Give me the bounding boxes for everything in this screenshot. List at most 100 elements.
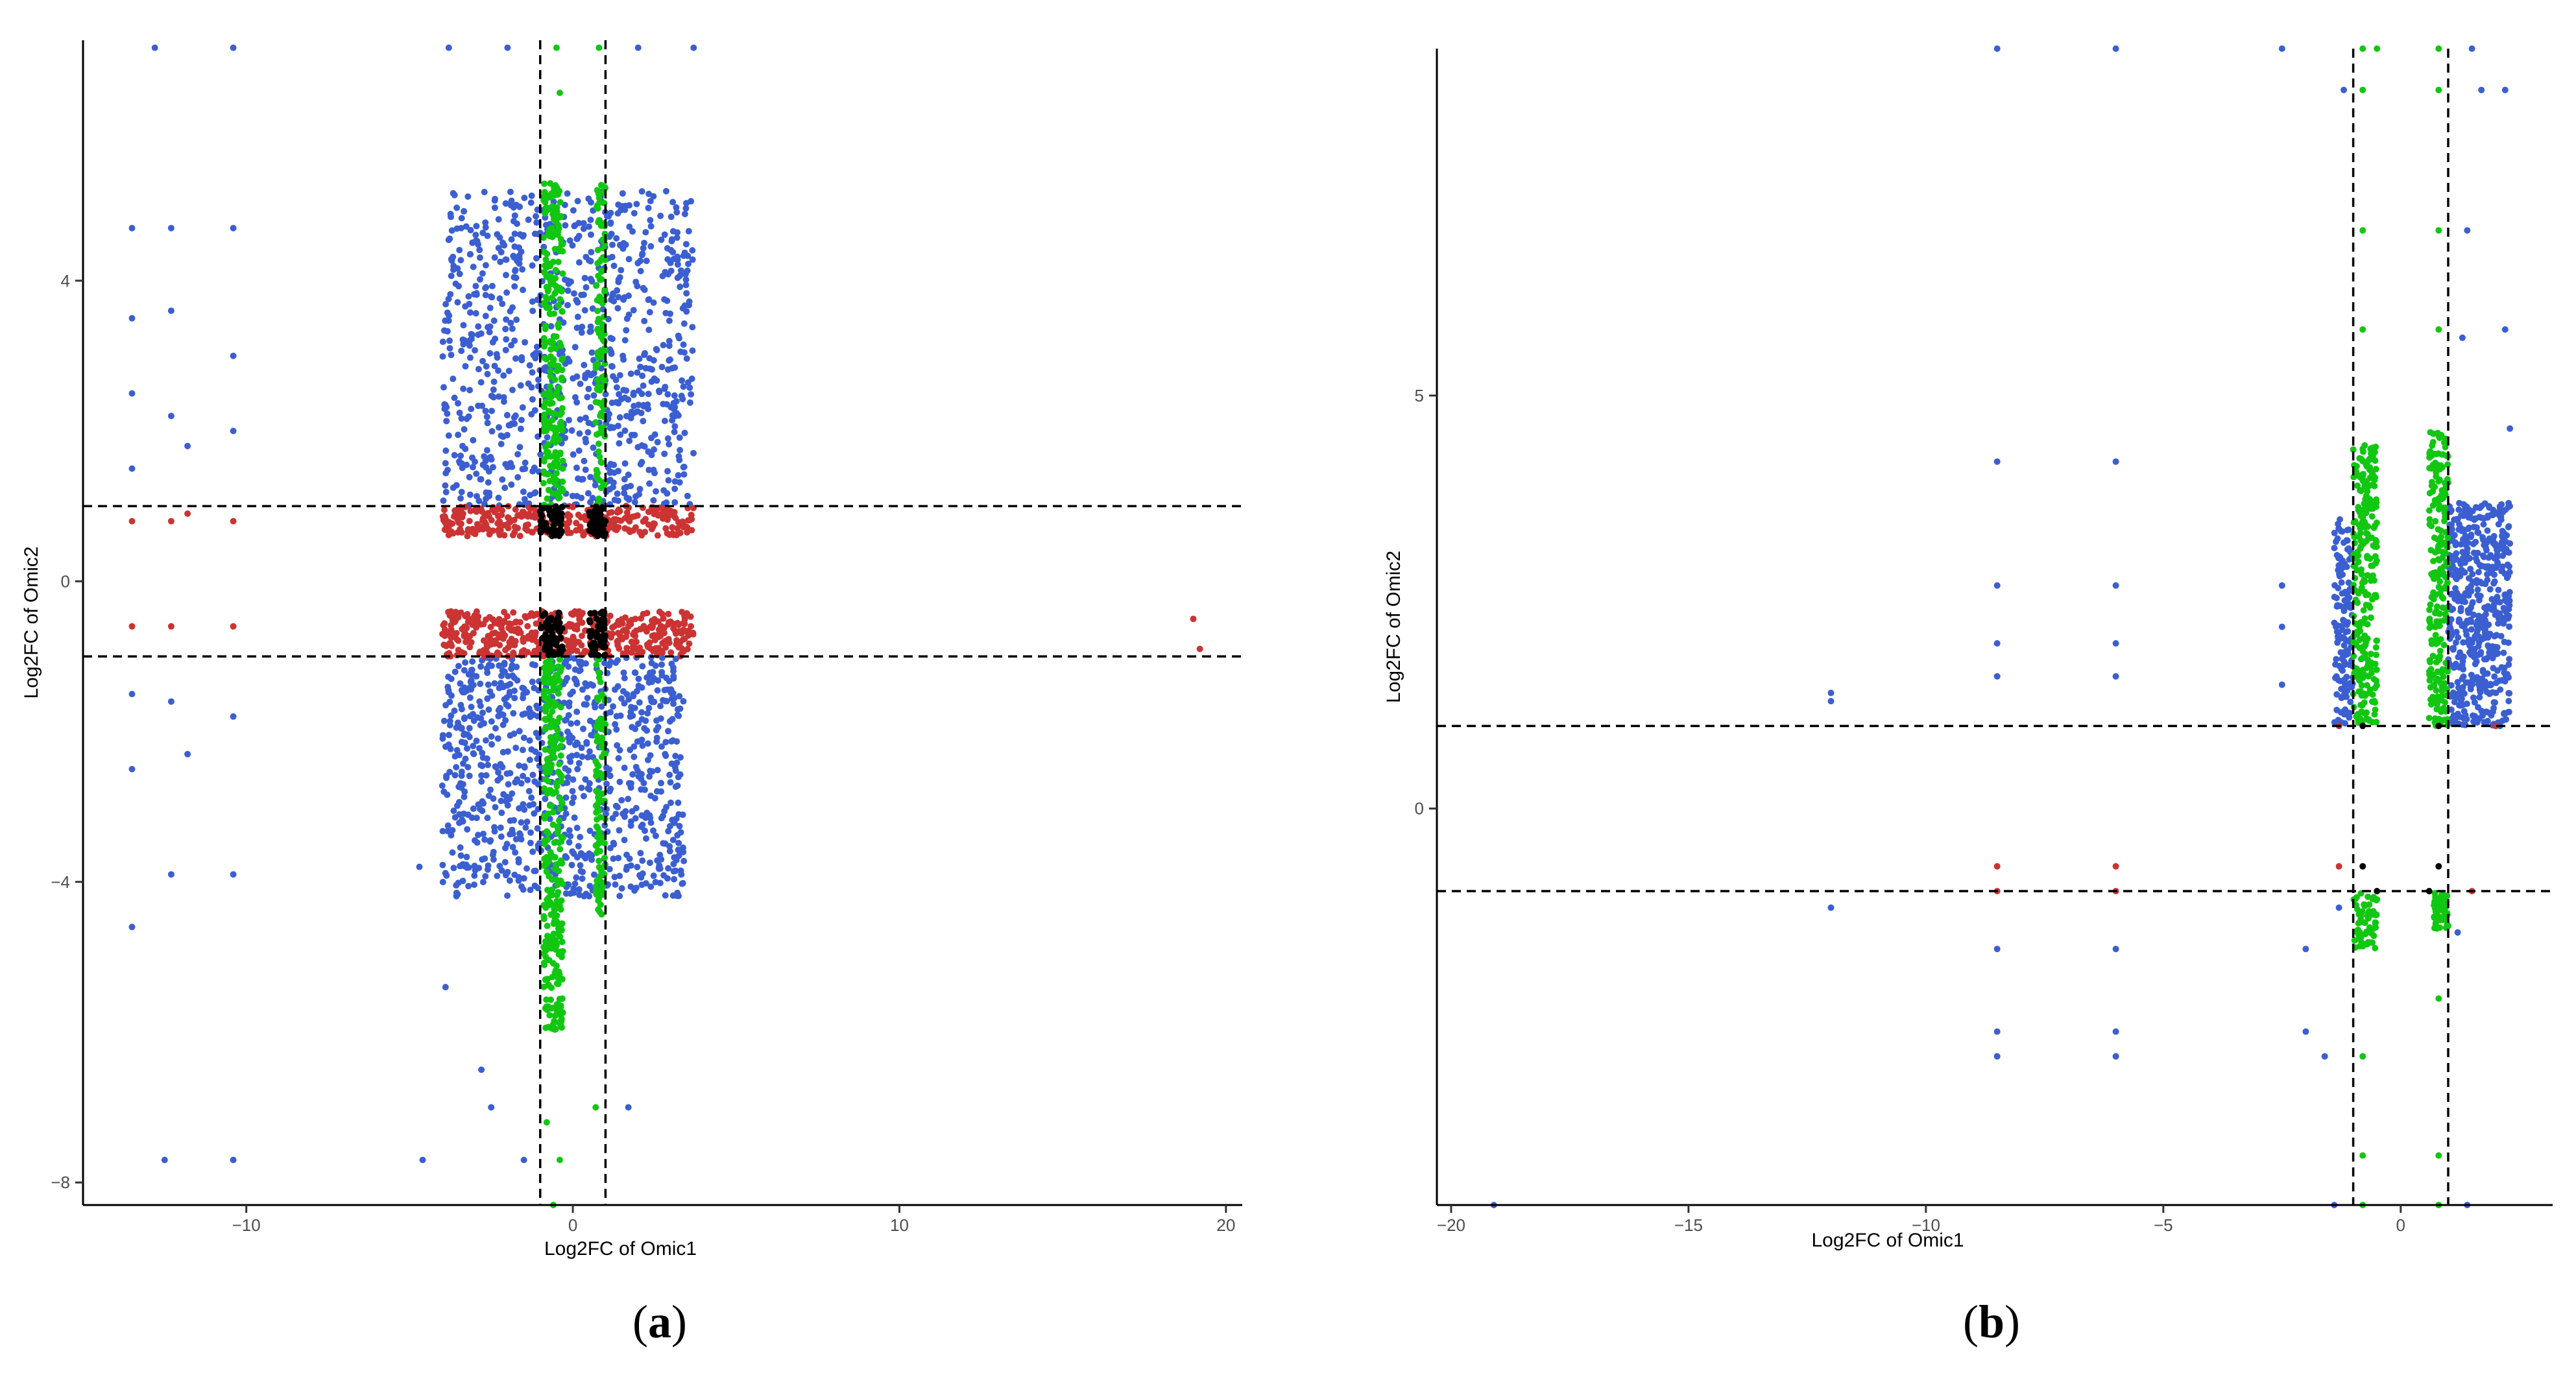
data-point-omic2_only bbox=[555, 302, 562, 309]
data-point-both_significant bbox=[2501, 86, 2509, 93]
data-point-omic2_only bbox=[553, 461, 560, 468]
data-point-both_significant bbox=[2453, 550, 2460, 557]
data-point-both_significant bbox=[609, 241, 616, 248]
data-point-omic2_only bbox=[2438, 687, 2446, 695]
data-point-both_significant bbox=[2459, 549, 2466, 556]
data-point-omic2_only bbox=[2426, 606, 2433, 614]
data-point-both_significant bbox=[515, 259, 522, 266]
data-point-both_significant bbox=[2487, 552, 2494, 559]
data-point-both_significant bbox=[2112, 1028, 2119, 1035]
data-point-both_significant bbox=[569, 492, 576, 499]
data-point-both_significant bbox=[184, 442, 191, 449]
data-point-both_significant bbox=[625, 780, 632, 787]
data-point-omic1_only bbox=[2492, 722, 2499, 730]
data-point-both_significant bbox=[2460, 501, 2467, 508]
data-point-omic2_only bbox=[596, 807, 603, 814]
data-point-both_significant bbox=[628, 411, 635, 418]
data-point-omic2_only bbox=[541, 262, 548, 269]
data-point-not_significant bbox=[556, 531, 563, 538]
data-point-both_significant bbox=[1827, 689, 1835, 697]
data-point-omic2_only bbox=[597, 199, 603, 206]
data-point-both_significant bbox=[577, 667, 584, 674]
data-point-both_significant bbox=[445, 689, 452, 696]
data-point-not_significant bbox=[554, 620, 561, 627]
data-point-omic2_only bbox=[597, 878, 604, 885]
data-point-both_significant bbox=[2506, 601, 2513, 608]
data-point-omic2_only bbox=[547, 383, 554, 390]
data-point-both_significant bbox=[470, 805, 477, 812]
data-point-both_significant bbox=[644, 710, 651, 717]
data-point-omic2_only bbox=[2434, 675, 2441, 682]
data-point-both_significant bbox=[573, 678, 580, 685]
data-point-both_significant bbox=[575, 220, 583, 226]
data-point-both_significant bbox=[525, 787, 533, 794]
data-point-both_significant bbox=[511, 283, 518, 290]
data-point-both_significant bbox=[607, 844, 614, 852]
data-point-both_significant bbox=[673, 398, 680, 405]
data-point-both_significant bbox=[524, 776, 531, 783]
data-point-both_significant bbox=[576, 430, 583, 437]
data-point-omic1_only bbox=[511, 523, 518, 531]
data-point-omic2_only bbox=[2444, 461, 2451, 468]
data-point-omic2_only bbox=[545, 778, 552, 785]
data-point-both_significant bbox=[644, 740, 651, 747]
data-point-both_significant bbox=[636, 486, 644, 493]
data-point-both_significant bbox=[591, 700, 598, 708]
data-point-both_significant bbox=[451, 394, 458, 401]
data-point-omic2_only bbox=[597, 901, 604, 908]
data-point-both_significant bbox=[613, 399, 620, 406]
data-point-omic1_only bbox=[651, 632, 658, 639]
data-point-both_significant bbox=[658, 788, 664, 795]
data-point-both_significant bbox=[472, 232, 479, 239]
data-point-omic2_only bbox=[544, 836, 551, 843]
data-point-omic2_only bbox=[599, 772, 606, 779]
data-point-both_significant bbox=[2342, 681, 2349, 688]
data-point-omic1_only bbox=[524, 527, 531, 534]
data-point-both_significant bbox=[575, 232, 583, 239]
data-point-omic1_only bbox=[500, 619, 507, 626]
data-point-both_significant bbox=[662, 750, 669, 758]
data-point-both_significant bbox=[484, 370, 491, 377]
data-point-both_significant bbox=[2490, 665, 2497, 672]
data-point-omic2_only bbox=[544, 975, 551, 983]
data-point-omic2_only bbox=[2372, 919, 2379, 926]
data-point-omic2_only bbox=[592, 842, 599, 849]
data-point-both_significant bbox=[2499, 563, 2506, 570]
data-point-both_significant bbox=[487, 350, 494, 357]
data-point-both_significant bbox=[2448, 590, 2455, 597]
data-point-omic2_only bbox=[556, 684, 563, 691]
data-point-both_significant bbox=[470, 743, 477, 750]
data-point-both_significant bbox=[502, 326, 509, 333]
data-point-both_significant bbox=[579, 686, 586, 693]
data-point-omic2_only bbox=[601, 854, 608, 861]
data-point-not_significant bbox=[592, 643, 599, 650]
x-tick-label: −10 bbox=[232, 1215, 261, 1235]
data-point-both_significant bbox=[607, 470, 614, 476]
data-point-both_significant bbox=[519, 746, 526, 754]
data-point-both_significant bbox=[575, 759, 583, 767]
data-point-both_significant bbox=[592, 482, 599, 489]
data-point-both_significant bbox=[583, 284, 590, 291]
data-point-omic2_only bbox=[542, 444, 549, 451]
data-point-both_significant bbox=[439, 732, 446, 739]
data-point-omic2_only bbox=[540, 915, 548, 922]
data-point-both_significant bbox=[524, 818, 531, 826]
data-point-both_significant bbox=[492, 804, 499, 811]
data-point-both_significant bbox=[634, 863, 641, 870]
data-point-omic2_only bbox=[2429, 479, 2435, 486]
data-point-omic1_only bbox=[462, 612, 469, 619]
data-point-both_significant bbox=[440, 717, 448, 724]
data-point-both_significant bbox=[2475, 612, 2482, 619]
data-point-omic1_only bbox=[508, 641, 515, 649]
data-point-both_significant bbox=[607, 424, 614, 431]
data-point-both_significant bbox=[570, 290, 577, 297]
data-point-both_significant bbox=[520, 772, 527, 780]
data-point-both_significant bbox=[643, 257, 650, 265]
data-point-both_significant bbox=[533, 219, 540, 226]
data-point-both_significant bbox=[2462, 599, 2468, 606]
data-point-both_significant bbox=[2464, 227, 2471, 234]
data-point-both_significant bbox=[489, 852, 496, 859]
data-point-omic1_only bbox=[578, 642, 585, 649]
data-point-both_significant bbox=[584, 785, 592, 792]
data-point-both_significant bbox=[570, 885, 577, 892]
